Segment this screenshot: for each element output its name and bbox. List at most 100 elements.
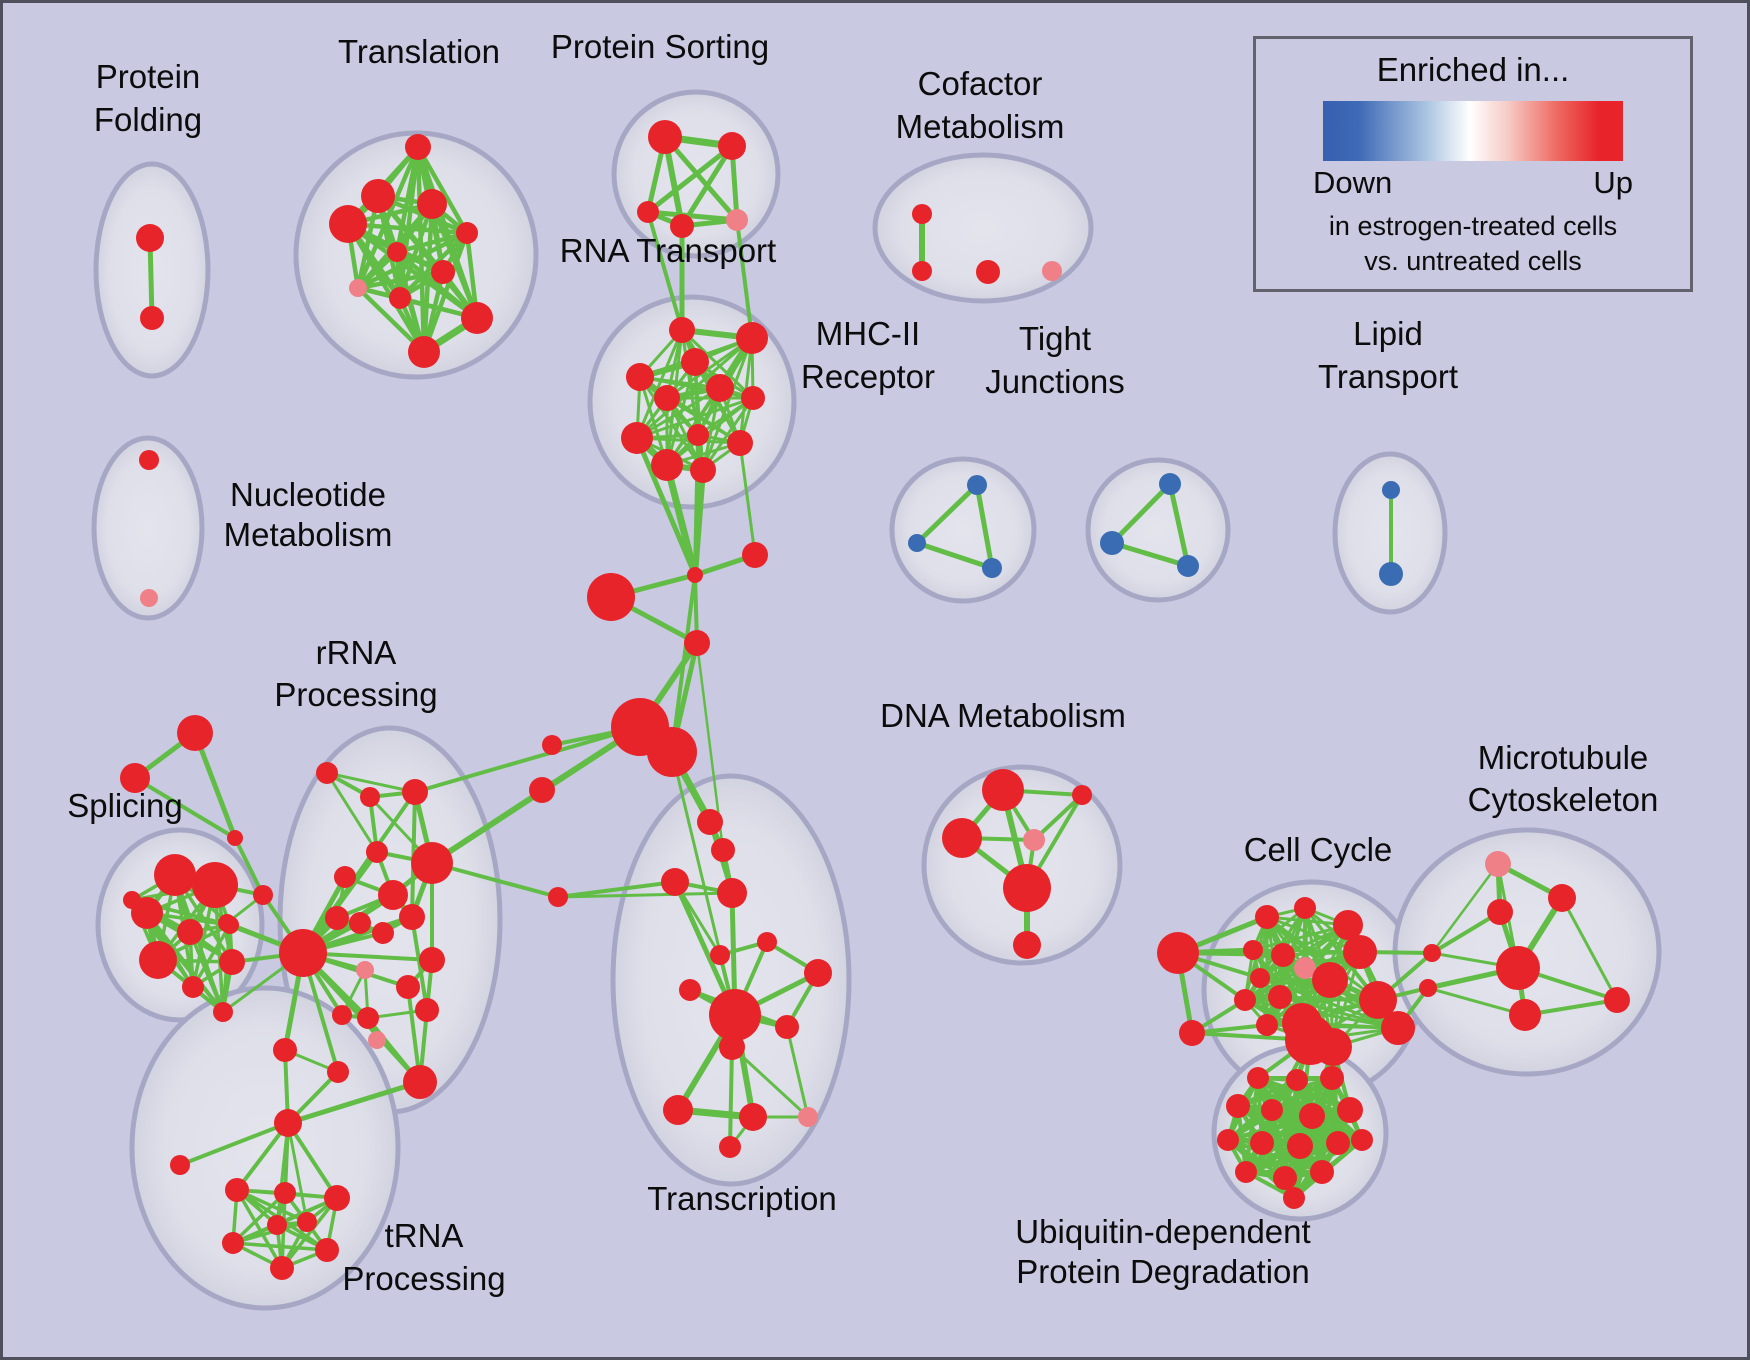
node-mhc <box>967 475 987 495</box>
node-translation <box>349 279 367 297</box>
node-rrna <box>411 842 453 884</box>
node-splicing <box>139 941 177 979</box>
node-transcription <box>717 878 747 908</box>
node-microtubule <box>1604 987 1630 1013</box>
node-translation <box>408 336 440 368</box>
edge <box>413 725 642 794</box>
edge <box>1430 862 1500 955</box>
node-protein_sorting <box>637 201 659 223</box>
node-rna_transport <box>690 457 716 483</box>
node-rna_transport <box>727 430 753 456</box>
cluster-label-transcription: Transcription <box>647 1180 837 1217</box>
edge <box>634 435 698 578</box>
node-ubiquitin <box>1286 1069 1308 1091</box>
node-trna <box>274 1182 296 1204</box>
cluster-label-protein_sorting: Protein Sorting <box>551 28 769 65</box>
edge <box>286 1121 309 1224</box>
node-translation <box>417 189 447 219</box>
node-rna_transport <box>687 424 709 446</box>
node-cellcycle <box>1268 985 1292 1009</box>
node-trna <box>315 1238 339 1262</box>
edge <box>663 461 699 579</box>
edge <box>728 1045 734 1149</box>
node-ubiquitin <box>1283 1187 1305 1209</box>
edge <box>233 836 265 897</box>
node-rna_transport <box>654 385 680 411</box>
node-cellcycle <box>1234 989 1256 1011</box>
node-translation <box>431 260 455 284</box>
cluster-label-dna: DNA Metabolism <box>880 697 1126 734</box>
edge <box>914 540 995 571</box>
legend-subtitle-line1: in estrogen-treated cells <box>1328 211 1618 241</box>
node-splicing <box>154 854 196 896</box>
node-rrna <box>372 922 394 944</box>
edge <box>679 143 735 229</box>
node-microtubule <box>1496 946 1540 990</box>
node-mhc <box>908 534 926 552</box>
node-trna <box>222 1232 244 1254</box>
node-ubiquitin <box>1351 1129 1373 1151</box>
node-cellcycle <box>1314 1028 1352 1066</box>
node-transcription <box>661 868 689 896</box>
legend-title: Enriched in... <box>1376 51 1570 88</box>
node-rna_transport <box>736 322 768 354</box>
edge <box>188 930 225 1014</box>
node-transcription <box>719 1034 745 1060</box>
node-cellcycle <box>1271 943 1295 967</box>
cluster-label-cellcycle: Cell Cycle <box>1244 831 1393 868</box>
cluster-ellipse-nucleotide <box>91 435 205 621</box>
node-rrna <box>334 866 356 888</box>
edge <box>635 396 755 440</box>
edge <box>735 218 754 340</box>
edge <box>286 1121 339 1200</box>
node-splicing <box>177 919 203 945</box>
node-cofactor <box>1042 261 1062 281</box>
cluster-label-tight: Junctions <box>985 363 1124 400</box>
edge <box>738 441 757 557</box>
node-central <box>742 542 768 568</box>
edge <box>355 144 421 291</box>
cluster-label-rrna: Processing <box>274 676 437 713</box>
node-microtubule <box>1509 999 1541 1031</box>
edge <box>345 221 470 236</box>
edge <box>670 750 737 1017</box>
node-cofactor <box>976 260 1000 284</box>
edge <box>635 386 722 440</box>
node-rrna <box>316 762 338 784</box>
edge <box>325 771 379 854</box>
edge <box>730 1045 810 1119</box>
edge <box>235 1121 290 1192</box>
node-splicing_tri <box>177 715 213 751</box>
edge <box>415 144 470 236</box>
node-ubiquitin <box>1217 1129 1239 1151</box>
node-mhc <box>982 558 1002 578</box>
node-protein_folding <box>136 224 164 252</box>
node-translation <box>329 205 367 243</box>
node-transcription <box>663 1095 693 1125</box>
node-tight <box>1159 473 1181 495</box>
node-transcription <box>757 932 777 952</box>
edge <box>133 776 237 840</box>
node-trna <box>297 1212 317 1232</box>
node-rna_transport <box>741 386 765 410</box>
edge <box>635 328 684 440</box>
node-microtubule <box>1548 884 1576 912</box>
node-translation <box>456 222 478 244</box>
labels-layer: Protein Folding Translation Protein Sorting… <box>67 28 1658 1297</box>
node-rrna <box>399 904 425 930</box>
edge <box>285 1079 423 1126</box>
cluster-label-microtubule: Cytoskeleton <box>1468 781 1659 818</box>
node-ubiquitin <box>1226 1094 1250 1118</box>
node-protein_sorting <box>718 132 746 160</box>
node-splicing_tri <box>227 830 243 846</box>
nodes-layer <box>120 120 1630 1280</box>
edge <box>1430 910 1502 955</box>
node-ubiquitin <box>1320 1066 1344 1090</box>
node-rrna <box>396 975 420 999</box>
node-cc_out <box>1179 1020 1205 1046</box>
node-ubiquitin <box>1287 1133 1313 1159</box>
edge <box>974 482 995 571</box>
cluster-ellipse-tight <box>1085 457 1231 603</box>
node-ubiquitin <box>1247 1067 1269 1089</box>
